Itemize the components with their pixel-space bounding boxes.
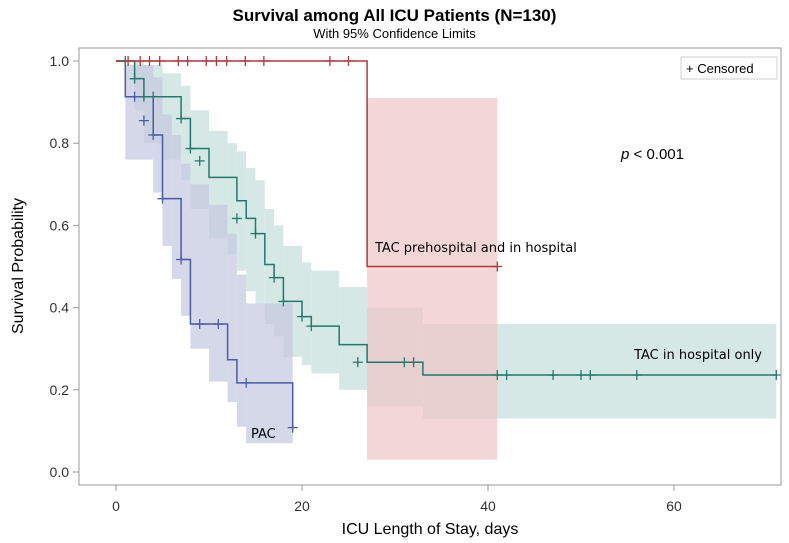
censor-mark xyxy=(138,91,149,102)
x-axis-title: ICU Length of Stay, days xyxy=(342,521,519,538)
x-tick-label: 20 xyxy=(294,498,310,514)
y-tick-label: 0.0 xyxy=(50,464,70,480)
censor-mark xyxy=(269,272,280,283)
censor-mark xyxy=(492,370,503,381)
censor-mark xyxy=(185,143,196,154)
ci-band-segment xyxy=(209,204,228,382)
ci-band-segment xyxy=(171,134,182,279)
chart-title: Survival among All ICU Patients (N=130) xyxy=(232,6,557,25)
censor-mark xyxy=(287,422,298,433)
censor-mark xyxy=(157,193,168,204)
censor-mark xyxy=(211,56,222,66)
censor-mark xyxy=(135,56,146,66)
plot-frame xyxy=(78,47,782,486)
censor-mark xyxy=(548,370,559,381)
ci-band-segment xyxy=(246,303,293,444)
censor-mark xyxy=(585,370,596,381)
y-axis-title: Survival Probability xyxy=(10,198,27,334)
ci-band-segment xyxy=(311,270,340,374)
ci-band-segment xyxy=(227,143,237,255)
series-labels: PAC TAC in hospital only TAC prehospital a… xyxy=(251,241,762,442)
series-label: TAC in hospital only xyxy=(633,348,762,363)
y-tick-label: 0.6 xyxy=(50,217,70,233)
legend: + Censored xyxy=(680,56,778,80)
ci-band-segment xyxy=(236,274,247,427)
censor-mark xyxy=(194,155,205,166)
censor-marks xyxy=(120,56,782,433)
censor-mark xyxy=(241,377,252,388)
censor-mark xyxy=(144,56,155,66)
ci-band-segment xyxy=(181,163,191,316)
censor-mark xyxy=(154,56,165,66)
censor-mark xyxy=(399,357,410,368)
censor-mark xyxy=(148,91,159,102)
ci-band-segment xyxy=(302,262,312,366)
censor-mark xyxy=(148,129,159,140)
y-tick-label: 1.0 xyxy=(50,53,70,69)
ci-band-segment xyxy=(227,233,237,403)
censor-mark xyxy=(250,228,261,239)
censor-mark xyxy=(492,261,503,272)
series-label: TAC prehospital and in hospital xyxy=(374,241,577,256)
censor-mark xyxy=(201,56,212,66)
censor-mark xyxy=(194,319,205,330)
censor-mark xyxy=(176,254,187,265)
censor-mark xyxy=(501,370,512,381)
legend-box xyxy=(680,56,778,80)
x-axis: 0 20 40 60 xyxy=(112,485,682,514)
censor-mark xyxy=(343,56,354,66)
censor-mark xyxy=(182,56,193,66)
censor-mark xyxy=(129,73,140,84)
ci-band-segment xyxy=(236,151,247,271)
ci-band-segment xyxy=(181,85,191,181)
series-label: PAC xyxy=(251,427,276,442)
p-value-rest: < 0.001 xyxy=(629,146,684,163)
y-tick-label: 0.4 xyxy=(50,300,70,316)
censor-mark xyxy=(324,56,335,66)
censor-mark xyxy=(231,213,242,224)
censor-mark xyxy=(408,357,419,368)
x-tick-label: 0 xyxy=(112,498,120,514)
ci-band-segment xyxy=(246,167,256,292)
censor-mark xyxy=(306,321,317,332)
ci-band-segment xyxy=(367,97,498,460)
ci-band-segment xyxy=(190,184,209,349)
censor-mark xyxy=(631,370,642,381)
ci-band-segment xyxy=(125,65,154,160)
censor-mark xyxy=(297,311,307,322)
ci-band-segment xyxy=(162,114,172,246)
censor-mark xyxy=(352,357,363,368)
censor-mark xyxy=(240,56,251,66)
censor-mark xyxy=(129,91,140,102)
censor-mark xyxy=(123,56,134,66)
survival-curve-tac-in-hospital-only xyxy=(116,60,777,376)
y-tick-label: 0.2 xyxy=(50,382,70,398)
censor-mark xyxy=(176,113,187,124)
censor-mark xyxy=(771,370,782,381)
censor-mark xyxy=(138,115,149,126)
x-tick-label: 60 xyxy=(666,498,682,514)
p-value-annotation: p < 0.001 xyxy=(620,146,684,163)
p-symbol: p xyxy=(620,146,629,163)
ci-band-segment xyxy=(264,208,275,325)
ci-band-segment xyxy=(339,287,368,390)
censor-mark xyxy=(278,296,289,307)
y-tick-label: 0.8 xyxy=(50,135,70,151)
ci-band-segment xyxy=(255,180,265,304)
censor-mark xyxy=(173,56,184,66)
censor-mark xyxy=(258,56,269,66)
y-axis: 0.0 0.2 0.4 0.6 0.8 1.0 xyxy=(50,53,79,480)
censor-mark xyxy=(221,56,232,66)
ci-band-segment xyxy=(274,225,284,337)
chart-subtitle: With 95% Confidence Limits xyxy=(313,26,476,41)
censor-mark xyxy=(576,370,586,381)
legend-entry-censored: + Censored xyxy=(686,61,754,76)
x-tick-label: 40 xyxy=(480,498,496,514)
confidence-bands xyxy=(125,61,777,460)
censor-mark xyxy=(213,319,224,330)
